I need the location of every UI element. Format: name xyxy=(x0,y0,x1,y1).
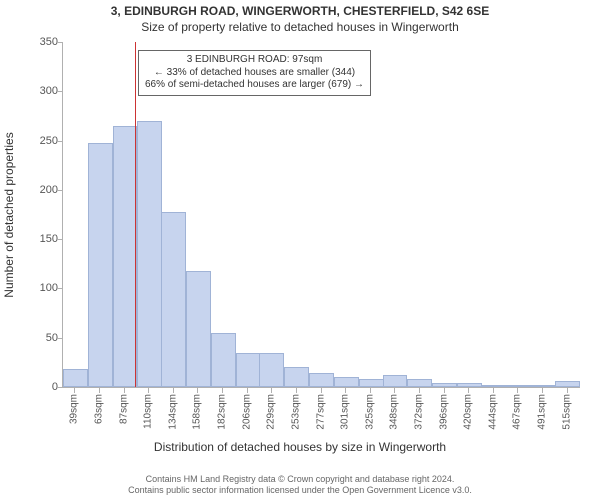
property-size-histogram-figure: 3, EDINBURGH ROAD, WINGERWORTH, CHESTERF… xyxy=(0,0,600,500)
histogram-bar xyxy=(482,385,507,387)
x-tick-label: 182sqm xyxy=(217,394,228,430)
x-tick-label: 110sqm xyxy=(142,394,153,429)
attribution-line-2: Contains public sector information licen… xyxy=(0,485,600,496)
histogram-bar xyxy=(161,212,186,387)
x-tick-label: 63sqm xyxy=(94,394,105,424)
y-tick-label: 150 xyxy=(18,233,58,245)
x-tick-mark xyxy=(567,388,568,393)
y-tick-label: 50 xyxy=(18,332,58,344)
histogram-bar xyxy=(383,375,408,387)
x-tick-mark xyxy=(517,388,518,393)
chart-supertitle: 3, EDINBURGH ROAD, WINGERWORTH, CHESTERF… xyxy=(0,4,600,18)
x-tick-mark xyxy=(321,388,322,393)
y-tick-mark xyxy=(57,141,62,142)
x-tick-mark xyxy=(197,388,198,393)
histogram-bar xyxy=(555,381,580,387)
x-tick-mark xyxy=(370,388,371,393)
property-marker-line xyxy=(135,42,136,387)
x-axis-label: Distribution of detached houses by size … xyxy=(0,440,600,454)
y-tick-mark xyxy=(57,338,62,339)
x-tick-mark xyxy=(271,388,272,393)
histogram-bar xyxy=(113,126,138,387)
x-tick-label: 158sqm xyxy=(192,394,203,430)
histogram-bar xyxy=(457,383,482,387)
x-tick-label: 396sqm xyxy=(438,394,449,430)
x-tick-label: 206sqm xyxy=(242,394,253,430)
x-tick-label: 467sqm xyxy=(511,394,522,430)
x-tick-mark xyxy=(124,388,125,393)
x-tick-mark xyxy=(99,388,100,393)
y-tick-mark xyxy=(57,387,62,388)
callout-line-1: 3 EDINBURGH ROAD: 97sqm xyxy=(145,54,364,67)
y-tick-label: 250 xyxy=(18,135,58,147)
x-tick-label: 87sqm xyxy=(119,394,130,424)
y-tick-label: 300 xyxy=(18,85,58,97)
x-tick-label: 253sqm xyxy=(290,394,301,430)
x-tick-label: 325sqm xyxy=(365,394,376,430)
x-tick-mark xyxy=(74,388,75,393)
y-tick-label: 0 xyxy=(18,381,58,393)
histogram-bar xyxy=(359,379,384,387)
histogram-bar xyxy=(88,143,113,387)
chart-title: Size of property relative to detached ho… xyxy=(0,20,600,34)
x-tick-label: 39sqm xyxy=(69,394,80,424)
callout-line-3: 66% of semi-detached houses are larger (… xyxy=(145,79,364,92)
histogram-bar xyxy=(211,333,236,387)
histogram-bar xyxy=(309,373,334,387)
y-tick-mark xyxy=(57,288,62,289)
histogram-bar xyxy=(236,353,261,388)
histogram-bar xyxy=(530,385,555,387)
histogram-bar xyxy=(63,369,88,387)
x-tick-mark xyxy=(419,388,420,393)
x-tick-label: 491sqm xyxy=(536,394,547,430)
histogram-bar xyxy=(506,385,531,387)
histogram-bar xyxy=(334,377,359,387)
x-tick-mark xyxy=(394,388,395,393)
histogram-bar xyxy=(407,379,432,387)
y-tick-mark xyxy=(57,239,62,240)
x-tick-mark xyxy=(247,388,248,393)
y-tick-mark xyxy=(57,91,62,92)
x-tick-mark xyxy=(222,388,223,393)
y-tick-label: 350 xyxy=(18,36,58,48)
x-tick-mark xyxy=(148,388,149,393)
histogram-bar xyxy=(259,353,284,388)
y-axis-label: Number of detached properties xyxy=(2,132,16,297)
marker-callout: 3 EDINBURGH ROAD: 97sqm ← 33% of detache… xyxy=(138,50,371,96)
y-tick-mark xyxy=(57,190,62,191)
callout-line-2: ← 33% of detached houses are smaller (34… xyxy=(145,67,364,80)
x-tick-mark xyxy=(468,388,469,393)
x-tick-label: 372sqm xyxy=(413,394,424,430)
x-tick-label: 420sqm xyxy=(463,394,474,430)
x-tick-label: 277sqm xyxy=(315,394,326,430)
attribution-text: Contains HM Land Registry data © Crown c… xyxy=(0,474,600,496)
x-tick-label: 134sqm xyxy=(167,394,178,430)
y-tick-mark xyxy=(57,42,62,43)
x-tick-label: 301sqm xyxy=(340,394,351,430)
x-tick-mark xyxy=(542,388,543,393)
histogram-bar xyxy=(432,383,457,387)
attribution-line-1: Contains HM Land Registry data © Crown c… xyxy=(0,474,600,485)
x-tick-label: 348sqm xyxy=(388,394,399,430)
histogram-bar xyxy=(186,271,211,387)
histogram-bar xyxy=(284,367,309,387)
x-tick-label: 229sqm xyxy=(265,394,276,430)
x-tick-mark xyxy=(493,388,494,393)
x-tick-label: 444sqm xyxy=(488,394,499,430)
x-tick-mark xyxy=(444,388,445,393)
x-tick-mark xyxy=(173,388,174,393)
x-tick-mark xyxy=(296,388,297,393)
histogram-bar xyxy=(137,121,162,387)
y-tick-label: 200 xyxy=(18,184,58,196)
x-tick-label: 515sqm xyxy=(561,394,572,430)
y-tick-label: 100 xyxy=(18,282,58,294)
x-tick-mark xyxy=(345,388,346,393)
